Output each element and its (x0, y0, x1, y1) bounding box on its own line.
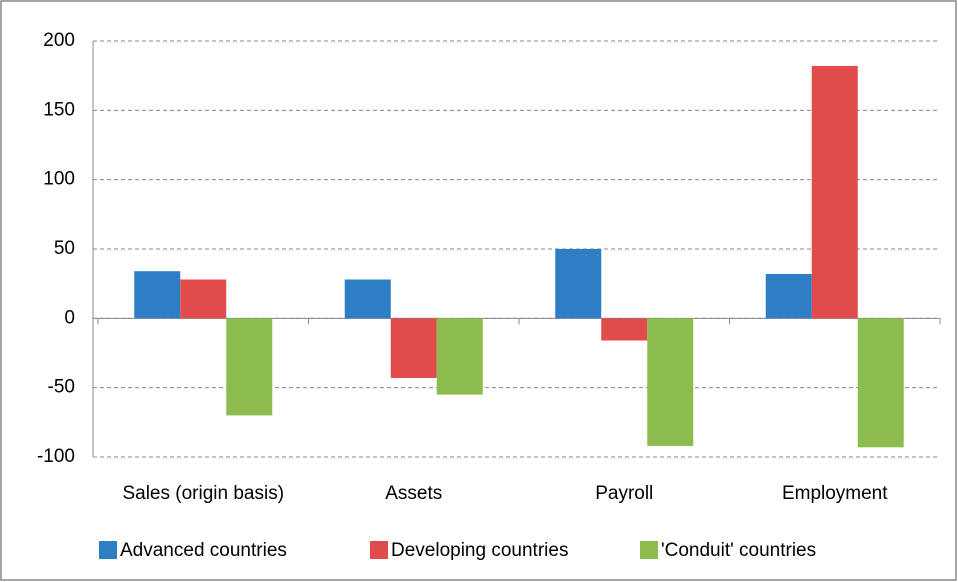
bar (180, 279, 227, 319)
bar (390, 318, 437, 378)
bar (857, 318, 904, 448)
y-tick-label: 100 (43, 169, 75, 190)
y-tick-label: 50 (54, 238, 75, 259)
y-tick-label: -50 (48, 377, 75, 398)
x-tick-label: Assets (385, 483, 442, 504)
legend-swatch (99, 541, 117, 559)
bar (765, 273, 812, 319)
legend-label: Advanced countries (120, 540, 287, 561)
legend-swatch (370, 541, 388, 559)
bar (134, 271, 181, 319)
y-tick-label: 200 (43, 30, 75, 51)
bar (226, 318, 273, 416)
bar (344, 279, 391, 319)
y-tick-label: 150 (43, 99, 75, 120)
legend-label: Developing countries (391, 540, 568, 561)
x-tick-label: Sales (origin basis) (122, 483, 284, 504)
legend-label: 'Conduit' countries (661, 540, 816, 561)
x-tick-label: Employment (782, 483, 888, 504)
bar (647, 318, 694, 446)
y-tick-label: 0 (64, 307, 75, 328)
bar (436, 318, 483, 395)
bar (601, 318, 648, 341)
x-tick-label: Payroll (595, 483, 653, 504)
bar (555, 249, 602, 319)
legend-swatch (640, 541, 658, 559)
bar (811, 65, 858, 319)
y-tick-label: -100 (37, 446, 75, 467)
